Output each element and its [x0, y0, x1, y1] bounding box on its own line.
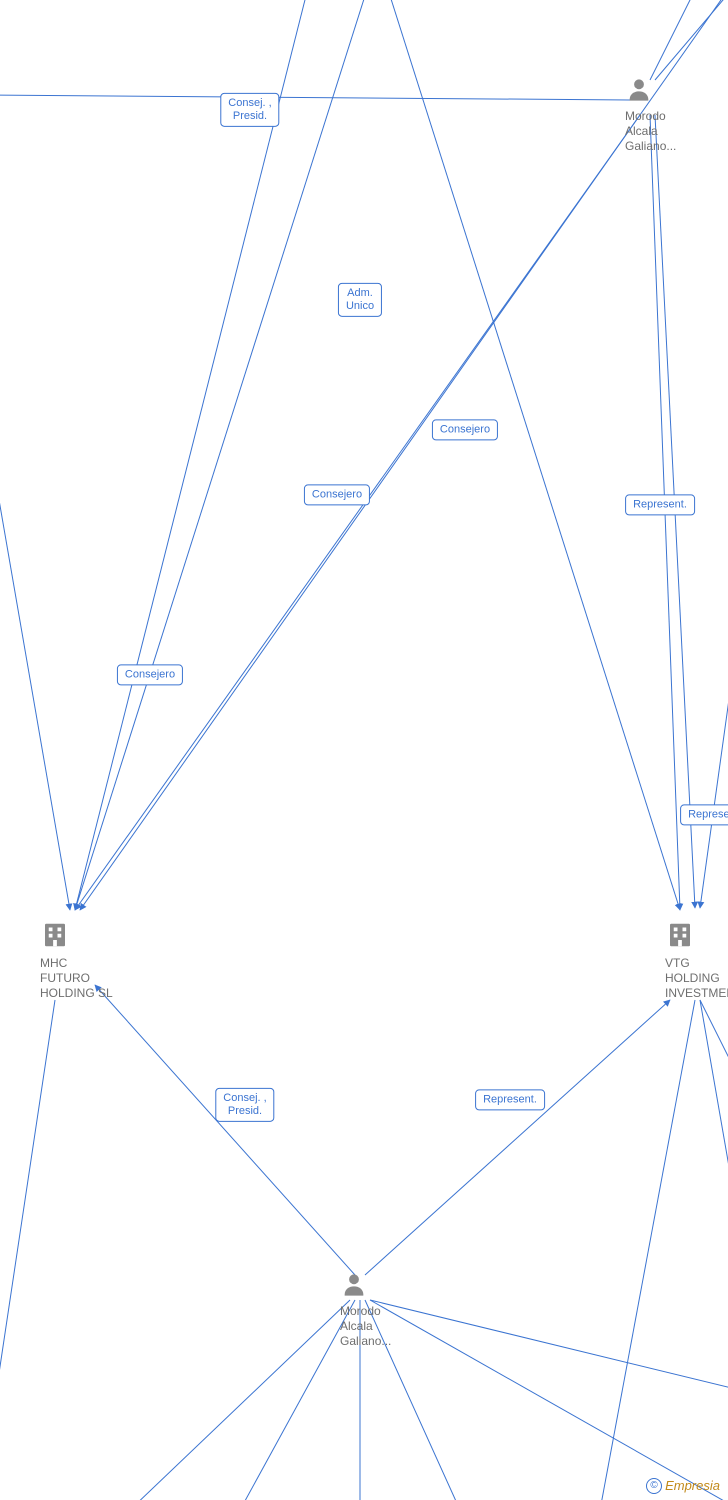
person-node[interactable]: Morodo Alcala Galiano...: [625, 75, 676, 154]
node-label: Morodo Alcala Galiano...: [340, 1304, 391, 1349]
relationship-label: Represent.: [475, 1089, 545, 1110]
company-node[interactable]: VTG HOLDING INVESTMENT...: [665, 920, 728, 1001]
relationship-label: Adm. Unico: [338, 283, 382, 317]
watermark: ©Empresia: [646, 1477, 720, 1494]
relationship-label: Consejero: [432, 419, 498, 440]
edge: [75, 0, 370, 910]
node-label: Morodo Alcala Galiano...: [625, 109, 676, 154]
edge: [370, 1300, 728, 1390]
person-node[interactable]: Morodo Alcala Galiano...: [340, 1270, 391, 1349]
relationship-label: Represent.: [680, 804, 728, 825]
edge: [95, 985, 355, 1275]
relationship-label: Consej. , Presid.: [220, 93, 279, 127]
edge: [700, 1000, 728, 1230]
relationship-label: Represent.: [625, 494, 695, 515]
company-node[interactable]: MHC FUTURO HOLDING SL: [40, 920, 113, 1001]
relationship-label: Consejero: [304, 484, 370, 505]
edge: [370, 1300, 728, 1500]
brand-name: Empresia: [665, 1479, 720, 1494]
relationship-label: Consej. , Presid.: [215, 1088, 274, 1122]
person-icon: [625, 75, 676, 107]
copyright-icon: ©: [646, 1478, 662, 1494]
edge: [700, 1000, 728, 1080]
relationship-label: Consejero: [117, 664, 183, 685]
edge: [700, 620, 728, 908]
edge: [240, 1300, 355, 1500]
edge: [0, 1000, 55, 1500]
edge: [365, 1000, 670, 1275]
building-icon: [40, 920, 113, 954]
node-label: MHC FUTURO HOLDING SL: [40, 956, 113, 1001]
edge: [75, 0, 310, 910]
edge: [655, 0, 728, 80]
person-icon: [340, 1270, 391, 1302]
edge: [130, 1300, 350, 1500]
edge: [0, 95, 630, 100]
node-label: VTG HOLDING INVESTMENT...: [665, 956, 728, 1001]
edge: [75, 115, 640, 910]
edge: [0, 390, 70, 910]
edge: [600, 1000, 695, 1500]
building-icon: [665, 920, 728, 954]
